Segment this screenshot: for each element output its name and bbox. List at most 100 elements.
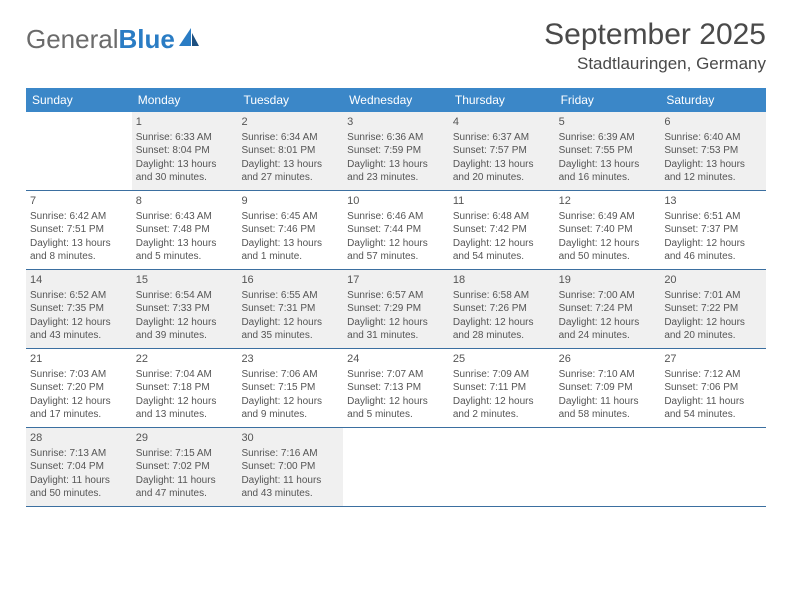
day-cell: 14Sunrise: 6:52 AMSunset: 7:35 PMDayligh… [26, 270, 132, 348]
daylight-text: Daylight: 12 hours and 28 minutes. [453, 316, 551, 343]
sunrise-text: Sunrise: 6:49 AM [559, 210, 657, 224]
day-number: 28 [30, 431, 128, 446]
sunrise-text: Sunrise: 6:52 AM [30, 289, 128, 303]
day-number: 25 [453, 352, 551, 367]
header: GeneralBlue September 2025 Stadtlauringe… [26, 18, 766, 74]
sunset-text: Sunset: 7:46 PM [241, 223, 339, 237]
day-number: 27 [664, 352, 762, 367]
day-cell: 24Sunrise: 7:07 AMSunset: 7:13 PMDayligh… [343, 349, 449, 427]
sunset-text: Sunset: 7:29 PM [347, 302, 445, 316]
day-number: 23 [241, 352, 339, 367]
sunset-text: Sunset: 7:24 PM [559, 302, 657, 316]
sunrise-text: Sunrise: 6:36 AM [347, 131, 445, 145]
daylight-text: Daylight: 12 hours and 31 minutes. [347, 316, 445, 343]
day-cell: 8Sunrise: 6:43 AMSunset: 7:48 PMDaylight… [132, 191, 238, 269]
sunrise-text: Sunrise: 6:34 AM [241, 131, 339, 145]
day-number: 5 [559, 115, 657, 130]
week-row: 1Sunrise: 6:33 AMSunset: 8:04 PMDaylight… [26, 112, 766, 191]
day-number: 24 [347, 352, 445, 367]
location: Stadtlauringen, Germany [544, 54, 766, 74]
sunrise-text: Sunrise: 7:00 AM [559, 289, 657, 303]
week-row: 28Sunrise: 7:13 AMSunset: 7:04 PMDayligh… [26, 428, 766, 507]
daylight-text: Daylight: 12 hours and 35 minutes. [241, 316, 339, 343]
daylight-text: Daylight: 12 hours and 54 minutes. [453, 237, 551, 264]
sunset-text: Sunset: 7:02 PM [136, 460, 234, 474]
day-cell: 10Sunrise: 6:46 AMSunset: 7:44 PMDayligh… [343, 191, 449, 269]
sail-icon [177, 26, 201, 53]
sunset-text: Sunset: 7:13 PM [347, 381, 445, 395]
day-header: Sunday [26, 88, 132, 112]
sunrise-text: Sunrise: 7:15 AM [136, 447, 234, 461]
sunset-text: Sunset: 7:18 PM [136, 381, 234, 395]
day-cell: 15Sunrise: 6:54 AMSunset: 7:33 PMDayligh… [132, 270, 238, 348]
sunset-text: Sunset: 7:44 PM [347, 223, 445, 237]
day-cell: 25Sunrise: 7:09 AMSunset: 7:11 PMDayligh… [449, 349, 555, 427]
daylight-text: Daylight: 13 hours and 12 minutes. [664, 158, 762, 185]
sunrise-text: Sunrise: 6:48 AM [453, 210, 551, 224]
week-row: 21Sunrise: 7:03 AMSunset: 7:20 PMDayligh… [26, 349, 766, 428]
daylight-text: Daylight: 13 hours and 5 minutes. [136, 237, 234, 264]
daylight-text: Daylight: 13 hours and 23 minutes. [347, 158, 445, 185]
day-header: Tuesday [237, 88, 343, 112]
daylight-text: Daylight: 11 hours and 54 minutes. [664, 395, 762, 422]
sunrise-text: Sunrise: 7:12 AM [664, 368, 762, 382]
day-number: 4 [453, 115, 551, 130]
day-number: 6 [664, 115, 762, 130]
daylight-text: Daylight: 13 hours and 27 minutes. [241, 158, 339, 185]
sunset-text: Sunset: 7:53 PM [664, 144, 762, 158]
sunrise-text: Sunrise: 7:13 AM [30, 447, 128, 461]
day-number: 30 [241, 431, 339, 446]
daylight-text: Daylight: 13 hours and 1 minute. [241, 237, 339, 264]
day-number: 21 [30, 352, 128, 367]
day-cell: 28Sunrise: 7:13 AMSunset: 7:04 PMDayligh… [26, 428, 132, 506]
sunrise-text: Sunrise: 6:58 AM [453, 289, 551, 303]
daylight-text: Daylight: 12 hours and 46 minutes. [664, 237, 762, 264]
daylight-text: Daylight: 13 hours and 30 minutes. [136, 158, 234, 185]
day-header: Saturday [660, 88, 766, 112]
day-number: 17 [347, 273, 445, 288]
sunrise-text: Sunrise: 6:42 AM [30, 210, 128, 224]
sunset-text: Sunset: 7:11 PM [453, 381, 551, 395]
day-number: 2 [241, 115, 339, 130]
sunset-text: Sunset: 8:04 PM [136, 144, 234, 158]
day-number: 18 [453, 273, 551, 288]
day-number: 22 [136, 352, 234, 367]
day-cell: 29Sunrise: 7:15 AMSunset: 7:02 PMDayligh… [132, 428, 238, 506]
day-cell [555, 428, 661, 506]
sunrise-text: Sunrise: 6:55 AM [241, 289, 339, 303]
day-number: 8 [136, 194, 234, 209]
sunrise-text: Sunrise: 6:39 AM [559, 131, 657, 145]
daylight-text: Daylight: 11 hours and 43 minutes. [241, 474, 339, 501]
logo-text: GeneralBlue [26, 24, 175, 55]
week-row: 7Sunrise: 6:42 AMSunset: 7:51 PMDaylight… [26, 191, 766, 270]
day-cell: 16Sunrise: 6:55 AMSunset: 7:31 PMDayligh… [237, 270, 343, 348]
sunrise-text: Sunrise: 6:45 AM [241, 210, 339, 224]
daylight-text: Daylight: 11 hours and 58 minutes. [559, 395, 657, 422]
sunset-text: Sunset: 7:35 PM [30, 302, 128, 316]
day-cell: 20Sunrise: 7:01 AMSunset: 7:22 PMDayligh… [660, 270, 766, 348]
day-cell: 19Sunrise: 7:00 AMSunset: 7:24 PMDayligh… [555, 270, 661, 348]
sunrise-text: Sunrise: 7:10 AM [559, 368, 657, 382]
daylight-text: Daylight: 12 hours and 24 minutes. [559, 316, 657, 343]
sunrise-text: Sunrise: 6:40 AM [664, 131, 762, 145]
sunset-text: Sunset: 7:22 PM [664, 302, 762, 316]
sunset-text: Sunset: 7:57 PM [453, 144, 551, 158]
sunset-text: Sunset: 7:40 PM [559, 223, 657, 237]
sunrise-text: Sunrise: 7:07 AM [347, 368, 445, 382]
day-cell [449, 428, 555, 506]
day-cell [660, 428, 766, 506]
sunset-text: Sunset: 7:48 PM [136, 223, 234, 237]
sunset-text: Sunset: 8:01 PM [241, 144, 339, 158]
month-title: September 2025 [544, 18, 766, 52]
sunrise-text: Sunrise: 6:54 AM [136, 289, 234, 303]
sunrise-text: Sunrise: 7:16 AM [241, 447, 339, 461]
sunset-text: Sunset: 7:51 PM [30, 223, 128, 237]
sunset-text: Sunset: 7:59 PM [347, 144, 445, 158]
day-header: Monday [132, 88, 238, 112]
sunrise-text: Sunrise: 6:33 AM [136, 131, 234, 145]
day-cell: 17Sunrise: 6:57 AMSunset: 7:29 PMDayligh… [343, 270, 449, 348]
sunrise-text: Sunrise: 6:46 AM [347, 210, 445, 224]
daylight-text: Daylight: 13 hours and 20 minutes. [453, 158, 551, 185]
day-cell [343, 428, 449, 506]
day-number: 29 [136, 431, 234, 446]
